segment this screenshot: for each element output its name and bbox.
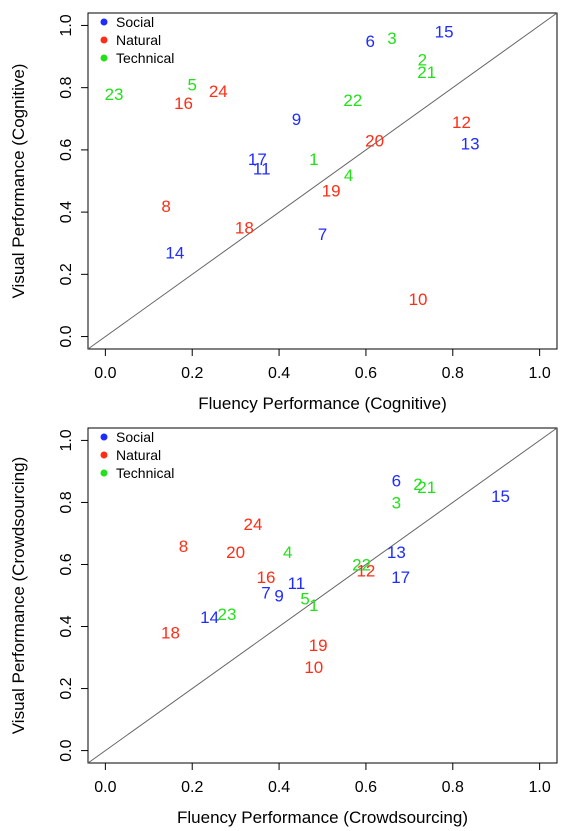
- y-axis-title: Visual Performance (Cognitive): [9, 64, 28, 299]
- data-point-label: 3: [387, 29, 396, 48]
- data-point-label: 8: [161, 197, 170, 216]
- data-point-label: 21: [417, 478, 436, 497]
- data-point-label: 7: [318, 225, 327, 244]
- legend-marker-technical: [100, 469, 108, 477]
- data-point-label: 13: [387, 543, 406, 562]
- plot-frame: [87, 12, 558, 350]
- data-point-label: 15: [491, 487, 510, 506]
- data-point-label: 20: [226, 543, 245, 562]
- data-point-label: 5: [300, 590, 309, 609]
- data-point-label: 16: [257, 568, 276, 587]
- y-tick-label: 0.4: [58, 201, 75, 223]
- x-tick-label: 0.4: [268, 779, 290, 796]
- y-tick-label: 0.0: [58, 739, 75, 761]
- data-point-label: 16: [174, 94, 193, 113]
- legend-marker-social: [100, 433, 108, 441]
- x-tick-label: 0.0: [94, 365, 116, 382]
- y-tick-label: 0.6: [58, 139, 75, 161]
- data-point-label: 10: [409, 290, 428, 309]
- data-point-label: 22: [352, 555, 371, 574]
- y-axis-title: Visual Performance (Crowdsourcing): [9, 457, 28, 734]
- data-point-label: 23: [105, 85, 124, 104]
- data-point-label: 5: [187, 76, 196, 95]
- data-point-label: 12: [452, 113, 471, 132]
- data-point-label: 1: [309, 150, 318, 169]
- y-tick-label: 0.4: [58, 615, 75, 637]
- data-point-label: 10: [304, 658, 323, 677]
- y-tick-label: 0.2: [58, 677, 75, 699]
- data-point-label: 23: [218, 605, 237, 624]
- data-point-label: 2: [418, 51, 427, 70]
- data-point-label: 24: [244, 515, 263, 534]
- legend-label-technical: Technical: [116, 50, 174, 66]
- data-point-label: 14: [165, 244, 184, 263]
- data-point-label: 14: [200, 608, 219, 627]
- data-point-label: 4: [283, 543, 292, 562]
- data-point-label: 3: [392, 493, 401, 512]
- x-tick-label: 0.8: [442, 779, 464, 796]
- y-tick-label: 0.8: [58, 491, 75, 513]
- data-point-label: 17: [248, 150, 267, 169]
- data-point-label: 20: [365, 132, 384, 151]
- y-tick-label: 0.0: [58, 325, 75, 347]
- diagonal-reference-line: [87, 427, 558, 764]
- plot-frame: [87, 427, 558, 764]
- data-point-label: 9: [274, 587, 283, 606]
- y-tick-label: 1.0: [58, 14, 75, 36]
- diagonal-reference-line: [87, 12, 558, 350]
- legend-label-social: Social: [116, 14, 154, 30]
- scatter-chart-cognitive: 0.0 0.2 0.4 0.6 0.8 1.0 0.0 0.2 0.4 0.6 0.8 1.0 Flue…: [9, 12, 558, 413]
- legend-marker-technical: [100, 54, 108, 62]
- data-point-label: 8: [179, 537, 188, 556]
- x-axis-title: Fluency Performance (Crowdsourcing): [177, 808, 468, 827]
- data-point-label: 22: [343, 91, 362, 110]
- data-point-label: 13: [461, 135, 480, 154]
- y-tick-label: 0.2: [58, 263, 75, 285]
- y-tick-label: 1.0: [58, 429, 75, 451]
- x-tick-label: 1.0: [529, 365, 551, 382]
- x-tick-label: 0.2: [181, 365, 203, 382]
- legend-marker-social: [100, 18, 108, 26]
- data-point-label: 17: [391, 568, 410, 587]
- data-point-label: 12: [356, 562, 375, 581]
- y-tick-label: 0.8: [58, 76, 75, 98]
- data-point-label: 24: [209, 82, 228, 101]
- legend-marker-natural: [100, 451, 108, 459]
- x-tick-label: 0.6: [355, 365, 377, 382]
- legend-label-technical: Technical: [116, 465, 174, 481]
- data-point-label: 19: [309, 636, 328, 655]
- data-point-label: 11: [253, 160, 271, 179]
- x-tick-label: 0.8: [442, 365, 464, 382]
- data-point-label: 19: [322, 181, 341, 200]
- x-tick-label: 0.6: [355, 779, 377, 796]
- data-point-label: 11: [288, 574, 306, 593]
- x-tick-label: 0.0: [94, 779, 116, 796]
- legend-label-social: Social: [116, 429, 154, 445]
- y-tick-label: 0.6: [58, 553, 75, 575]
- data-point-label: 6: [366, 32, 375, 51]
- legend-marker-natural: [100, 36, 108, 44]
- data-point-label: 7: [261, 583, 270, 602]
- x-tick-label: 1.0: [529, 779, 551, 796]
- data-point-label: 2: [413, 475, 422, 494]
- x-tick-label: 0.4: [268, 365, 290, 382]
- data-point-label: 4: [344, 166, 353, 185]
- data-point-label: 21: [417, 63, 436, 82]
- data-point-label: 18: [161, 624, 180, 643]
- data-point-label: 1: [309, 596, 318, 615]
- x-tick-label: 0.2: [181, 779, 203, 796]
- data-point-label: 9: [292, 110, 301, 129]
- legend-label-natural: Natural: [116, 447, 161, 463]
- scatter-chart-crowdsourcing: 0.0 0.2 0.4 0.6 0.8 1.0 0.0 0.2 0.4 0.6 0.8 1.0 Flue…: [9, 427, 558, 827]
- x-axis-title: Fluency Performance (Cognitive): [198, 394, 446, 413]
- data-point-label: 15: [435, 23, 454, 42]
- data-point-label: 18: [235, 219, 254, 238]
- data-point-label: 6: [392, 472, 401, 491]
- legend-label-natural: Natural: [116, 32, 161, 48]
